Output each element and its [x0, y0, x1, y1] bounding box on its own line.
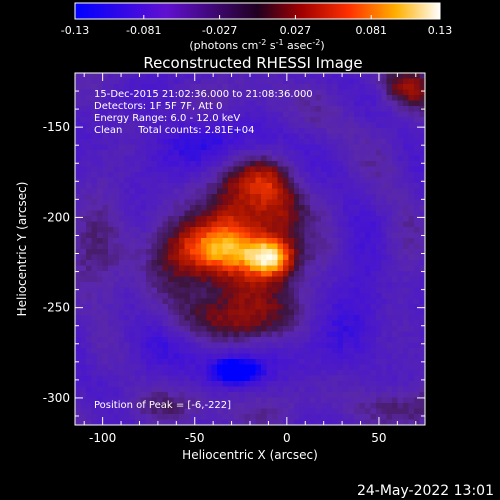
colorbar-unit: (photons cm-2 s-1 asec-2)	[189, 38, 324, 52]
annotation-detectors: Detectors: 1F 5F 7F, Att 0	[94, 101, 222, 112]
colorbar-tick-label: 0.081	[355, 24, 387, 37]
y-tick-label: -200	[43, 210, 70, 224]
colorbar-tick-label: 0.13	[428, 24, 453, 37]
annotation-time: 15-Dec-2015 21:02:36.000 to 21:08:36.000	[94, 89, 313, 100]
chart-title: Reconstructed RHESSI Image	[143, 54, 362, 72]
y-axis-label: Heliocentric Y (arcsec)	[15, 182, 29, 317]
x-tick-label: -100	[89, 431, 116, 445]
colorbar-gradient	[74, 2, 441, 20]
annotation-clean: Clean Total counts: 2.81E+04	[94, 125, 254, 136]
colorbar-tick-label: 0.027	[280, 24, 312, 37]
y-tick-label: -150	[43, 120, 70, 134]
x-tick-label: 0	[283, 431, 291, 445]
colorbar-tick-label: -0.081	[126, 24, 161, 37]
colorbar-ticks: -0.13 -0.081 -0.027 0.027 0.081 0.13	[61, 15, 452, 37]
x-axis: -100 -50 0 50	[83, 73, 417, 445]
colorbar-tick-label: -0.027	[202, 24, 237, 37]
y-tick-label: -300	[43, 391, 70, 405]
footer-timestamp: 24-May-2022 13:01	[357, 483, 494, 499]
colorbar: -0.13 -0.081 -0.027 0.027 0.081 0.13 (photons…	[61, 2, 452, 52]
colorbar-tick-label: -0.13	[61, 24, 89, 37]
annotations: 15-Dec-2015 21:02:36.000 to 21:08:36.000…	[94, 89, 313, 411]
x-axis-label: Heliocentric X (arcsec)	[182, 448, 318, 462]
y-tick-label: -250	[43, 301, 70, 315]
x-tick-label: 50	[371, 431, 386, 445]
annotation-peak: Position of Peak = [-6,-222]	[94, 400, 231, 411]
heatmap-pixels	[75, 73, 425, 425]
heatmap-image	[75, 73, 425, 425]
x-tick-label: -50	[185, 431, 205, 445]
annotation-energy: Energy Range: 6.0 - 12.0 keV	[94, 113, 240, 124]
y-axis: -150 -200 -250 -300	[43, 72, 425, 417]
